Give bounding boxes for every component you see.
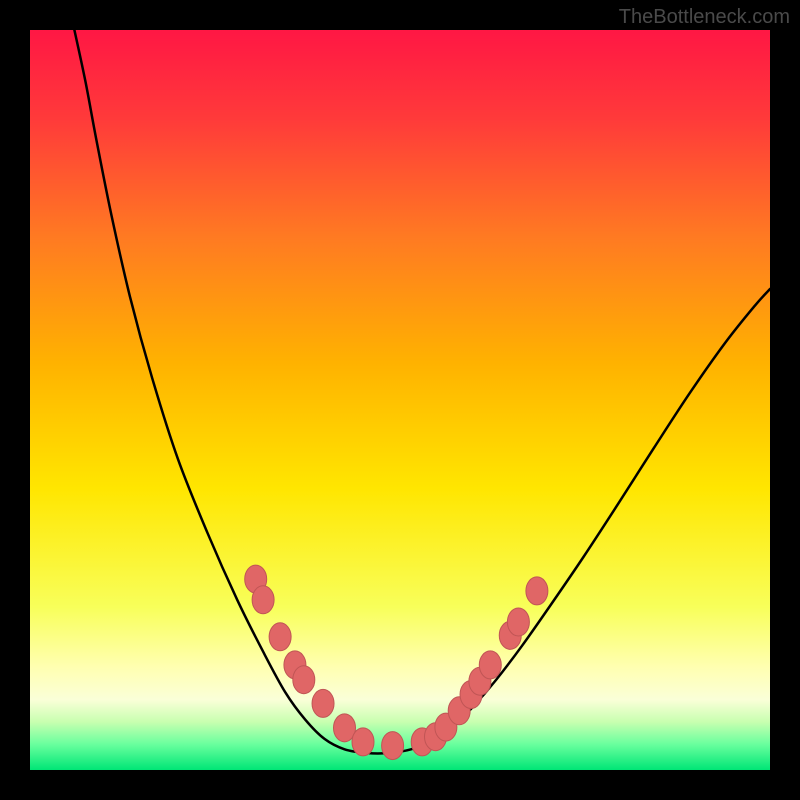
curve-marker — [312, 689, 334, 717]
curve-marker — [269, 623, 291, 651]
chart-container: TheBottleneck.com — [0, 0, 800, 800]
curve-marker — [526, 577, 548, 605]
curve-marker — [507, 608, 529, 636]
plot-area — [30, 30, 770, 770]
plot-background — [30, 30, 770, 770]
plot-svg — [30, 30, 770, 770]
curve-marker — [352, 728, 374, 756]
curve-marker — [479, 651, 501, 679]
curve-marker — [252, 586, 274, 614]
watermark-text: TheBottleneck.com — [619, 6, 790, 29]
curve-marker — [293, 666, 315, 694]
curve-marker — [382, 732, 404, 760]
